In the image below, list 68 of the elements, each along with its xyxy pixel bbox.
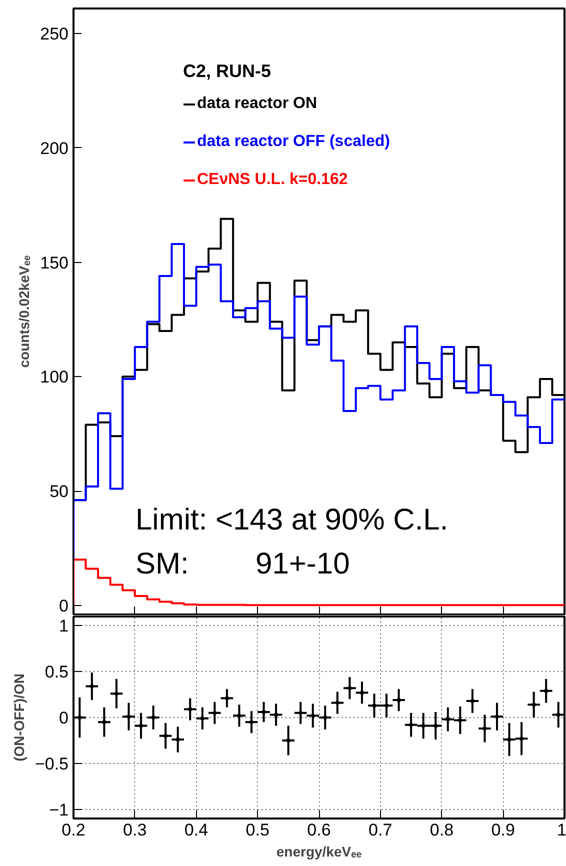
y-tick-label: 0 — [59, 596, 69, 616]
y-tick-label: 1 — [59, 616, 69, 636]
y-tick-label: 150 — [40, 253, 69, 272]
point — [372, 704, 376, 708]
point — [286, 738, 290, 742]
y-tick-label: 0.5 — [44, 662, 69, 682]
point — [494, 714, 499, 719]
point — [556, 712, 560, 717]
point — [298, 710, 303, 715]
y-tick-label: 50 — [50, 482, 69, 502]
x-tick-label: 1 — [557, 820, 566, 840]
point — [323, 716, 328, 720]
y-tick-label: 0 — [59, 708, 69, 728]
point — [446, 717, 450, 722]
legend-label: data reactor ON — [197, 95, 318, 113]
point — [360, 690, 364, 695]
point — [212, 710, 217, 715]
x-tick-label: 0.2 — [62, 820, 86, 840]
point — [249, 720, 254, 724]
point — [188, 707, 192, 712]
point — [176, 738, 180, 742]
point — [396, 698, 401, 702]
y-tick-label: −0.5 — [34, 754, 68, 774]
point — [262, 710, 266, 714]
point — [384, 704, 389, 708]
point — [470, 698, 474, 703]
y-tick-label: 100 — [40, 368, 69, 387]
x-axis-title: energy/keVₑₑ — [276, 844, 362, 860]
point — [151, 716, 156, 720]
x-tick-label: 0.5 — [246, 820, 270, 840]
point — [114, 692, 118, 696]
point — [409, 722, 414, 727]
x-tick-label: 0.6 — [307, 820, 331, 840]
annotation: SM: 91+-10 — [136, 548, 350, 580]
point — [544, 688, 548, 693]
point — [90, 684, 94, 688]
legend-label: data reactor OFF (scaled) — [197, 133, 390, 151]
point — [139, 724, 144, 728]
legend-title: C2, RUN-5 — [183, 61, 272, 82]
y-axis-title: counts/0.02keVₑₑ — [16, 255, 32, 368]
point — [200, 716, 204, 720]
point — [102, 720, 106, 724]
point — [421, 724, 426, 728]
y-tick-label: −1 — [49, 800, 69, 820]
point — [237, 714, 242, 718]
point — [274, 712, 278, 717]
x-tick-label: 0.3 — [123, 820, 147, 840]
legend-label: CEνNS U.L. k=0.162 — [197, 171, 348, 189]
point — [507, 738, 512, 742]
point — [348, 686, 352, 690]
x-tick-label: 0.8 — [430, 820, 454, 840]
x-tick-label: 0.4 — [184, 820, 208, 840]
x-tick-label: 0.7 — [368, 820, 392, 840]
y-tick-label: 200 — [40, 138, 69, 158]
point — [126, 714, 131, 719]
point — [310, 714, 315, 718]
x-tick-label: 0.9 — [491, 820, 515, 840]
point — [335, 700, 340, 705]
point — [458, 718, 462, 722]
point — [224, 696, 229, 700]
point — [164, 734, 168, 738]
point — [532, 702, 536, 707]
point — [434, 724, 438, 728]
y-tick-label: 250 — [40, 24, 69, 44]
y-axis-title: (ON-OFF)/ON — [10, 674, 27, 762]
annotation: Limit: <143 at 90% C.L. — [136, 504, 448, 536]
point — [482, 726, 487, 731]
point — [520, 736, 524, 741]
